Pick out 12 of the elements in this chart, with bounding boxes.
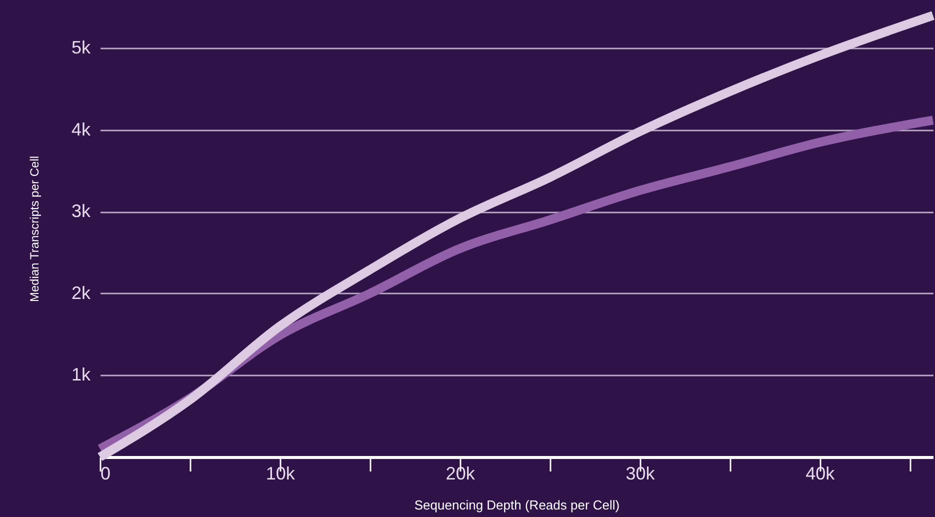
y-tick-label: 2k [71, 282, 92, 303]
y-tick-label: 4k [71, 119, 92, 140]
y-tick-label: 5k [71, 38, 92, 58]
y-axis-title: Median Transcripts per Cell [27, 156, 42, 302]
x-tick-label: 40k [806, 464, 836, 484]
y-tick-label: 1k [71, 364, 92, 385]
x-tick-label: 10k [266, 464, 296, 484]
x-tick-label: 30k [626, 464, 656, 484]
y-tick-label: 3k [71, 201, 92, 222]
x-axis-title: Sequencing Depth (Reads per Cell) [414, 498, 620, 512]
x-tick-label: 20k [446, 464, 476, 484]
x-tick-label: 0 [100, 464, 111, 484]
